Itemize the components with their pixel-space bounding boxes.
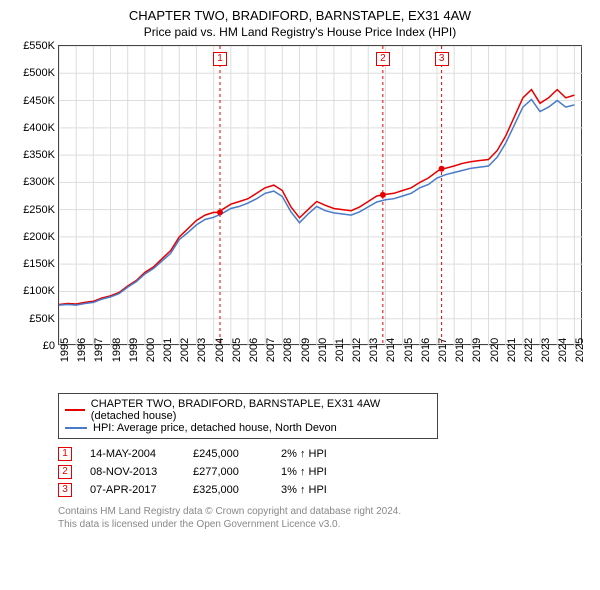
event-table: 1 14-MAY-2004 £245,000 2% ↑ HPI 2 08-NOV-2013… (58, 447, 586, 497)
event-price: £277,000 (193, 466, 263, 478)
y-axis-label: £550K (23, 40, 55, 52)
y-axis-label: £50K (29, 313, 55, 325)
legend-swatch (65, 409, 85, 411)
chart-marker-box: 2 (376, 52, 390, 66)
y-axis-label: £450K (23, 95, 55, 107)
y-axis-label: £400K (23, 122, 55, 134)
legend-item: HPI: Average price, detached house, Nort… (65, 422, 431, 434)
y-axis-label: £500K (23, 67, 55, 79)
chart-marker-box: 1 (213, 52, 227, 66)
event-row: 1 14-MAY-2004 £245,000 2% ↑ HPI (58, 447, 586, 461)
y-axis-label: £200K (23, 231, 55, 243)
y-axis-label: £350K (23, 149, 55, 161)
legend-label: CHAPTER TWO, BRADIFORD, BARNSTAPLE, EX31… (91, 398, 431, 422)
event-delta: 2% ↑ HPI (281, 448, 327, 460)
event-price: £245,000 (193, 448, 263, 460)
legend-swatch (65, 427, 87, 429)
x-axis-label: 2025 (574, 338, 600, 362)
event-row: 2 08-NOV-2013 £277,000 1% ↑ HPI (58, 465, 586, 479)
event-date: 08-NOV-2013 (90, 466, 175, 478)
y-axis-label: £100K (23, 285, 55, 297)
chart-marker-box: 3 (435, 52, 449, 66)
legend-item: CHAPTER TWO, BRADIFORD, BARNSTAPLE, EX31… (65, 398, 431, 422)
y-axis-label: £150K (23, 258, 55, 270)
y-axis-label: £0 (43, 340, 55, 352)
chart-legend: CHAPTER TWO, BRADIFORD, BARNSTAPLE, EX31… (58, 393, 438, 439)
license-text: Contains HM Land Registry data © Crown c… (58, 505, 586, 531)
event-date: 14-MAY-2004 (90, 448, 175, 460)
y-axis-label: £300K (23, 176, 55, 188)
legend-label: HPI: Average price, detached house, Nort… (93, 422, 337, 434)
event-date: 07-APR-2017 (90, 484, 175, 496)
event-marker-box: 2 (58, 465, 72, 479)
chart-title: CHAPTER TWO, BRADIFORD, BARNSTAPLE, EX31… (14, 8, 586, 23)
chart-subtitle: Price paid vs. HM Land Registry's House … (14, 25, 586, 39)
event-marker-box: 3 (58, 483, 72, 497)
event-delta: 3% ↑ HPI (281, 484, 327, 496)
y-axis-label: £250K (23, 204, 55, 216)
price-chart: £0£50K£100K£150K£200K£250K£300K£350K£400… (58, 45, 582, 345)
event-marker-box: 1 (58, 447, 72, 461)
license-line: Contains HM Land Registry data © Crown c… (58, 505, 586, 518)
event-delta: 1% ↑ HPI (281, 466, 327, 478)
event-row: 3 07-APR-2017 £325,000 3% ↑ HPI (58, 483, 586, 497)
license-line: This data is licensed under the Open Gov… (58, 518, 586, 531)
event-price: £325,000 (193, 484, 263, 496)
